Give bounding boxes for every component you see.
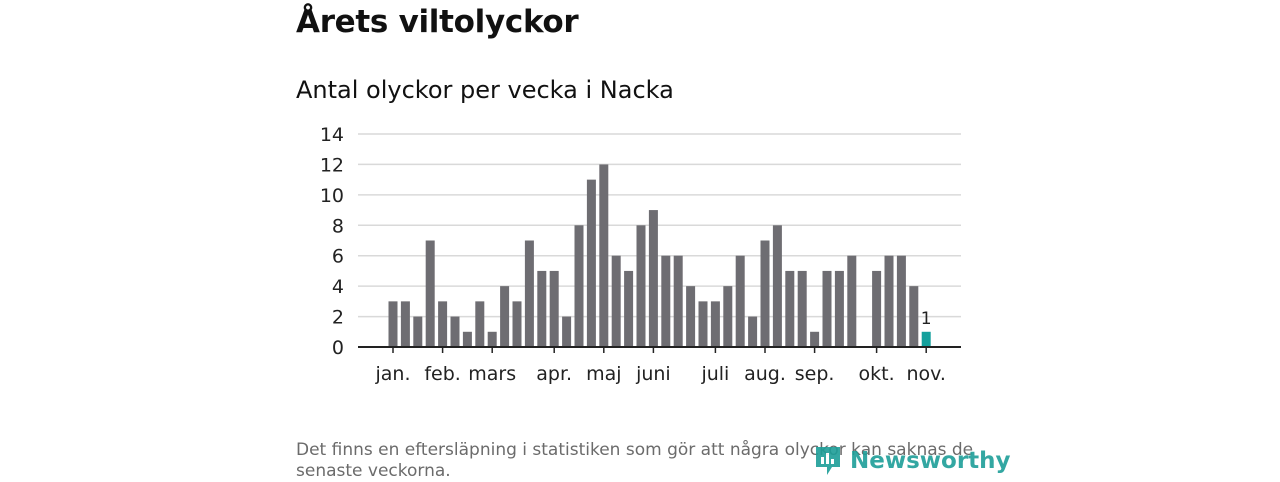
bar (723, 286, 733, 347)
x-tick-label: aug. (744, 363, 786, 385)
bar (413, 316, 423, 347)
x-tick-label: nov. (906, 363, 945, 385)
bar (574, 225, 584, 347)
bar (438, 301, 448, 347)
bar (698, 301, 708, 347)
bar (475, 301, 485, 347)
bar (896, 255, 906, 347)
bar (487, 331, 497, 347)
bar (872, 270, 882, 347)
bar (537, 270, 547, 347)
bar (450, 316, 460, 347)
bar (400, 301, 410, 347)
chart-subtitle: Antal olyckor per vecka i Nacka (296, 76, 674, 104)
bar (822, 270, 832, 347)
y-tick-label: 8 (332, 215, 344, 237)
newsworthy-logo: Newsworthy (814, 444, 1011, 478)
bar (748, 316, 758, 347)
bar (661, 255, 671, 347)
logo-text: Newsworthy (850, 448, 1011, 474)
data-label: 1 (921, 309, 932, 329)
y-tick-label: 2 (332, 307, 344, 329)
bar (462, 331, 472, 347)
bar (648, 210, 658, 347)
bar (524, 240, 534, 347)
bar (810, 331, 820, 347)
bar (500, 286, 510, 347)
x-tick-label: juli (700, 363, 729, 385)
bar (512, 301, 522, 347)
bar (562, 316, 572, 347)
bar (735, 255, 745, 347)
bar (772, 225, 782, 347)
bar (760, 240, 770, 347)
bar (425, 240, 435, 347)
bar (909, 286, 919, 347)
y-tick-label: 14 (320, 124, 344, 146)
x-tick-label: sep. (795, 363, 835, 385)
x-tick-label: jan. (374, 363, 410, 385)
x-tick-label: mars (468, 363, 516, 385)
bar (847, 255, 857, 347)
newsworthy-logo-icon (816, 447, 840, 475)
bar (797, 270, 807, 347)
y-tick-label: 0 (332, 337, 344, 359)
y-tick-label: 6 (332, 246, 344, 268)
bar (599, 164, 609, 347)
bar (785, 270, 795, 347)
bar (624, 270, 634, 347)
bar (388, 301, 398, 347)
x-tick-label: juni (635, 363, 671, 385)
bar (673, 255, 683, 347)
x-tick-label: feb. (424, 363, 460, 385)
bar (586, 179, 596, 347)
x-tick-label: apr. (536, 363, 572, 385)
y-tick-label: 12 (320, 154, 344, 176)
bar (834, 270, 844, 347)
bar (636, 225, 646, 347)
bar (884, 255, 894, 347)
bar (611, 255, 621, 347)
footnote: Det finns en eftersläpning i statistiken… (296, 440, 974, 481)
bar (710, 301, 720, 347)
bar (686, 286, 696, 347)
y-tick-label: 10 (320, 185, 344, 207)
x-tick-label: maj (586, 363, 621, 385)
chart-title: Årets viltolyckor (296, 4, 579, 40)
x-tick-label: okt. (859, 363, 895, 385)
y-tick-label: 4 (332, 276, 344, 298)
bar-highlight (921, 331, 931, 347)
bar (549, 270, 559, 347)
